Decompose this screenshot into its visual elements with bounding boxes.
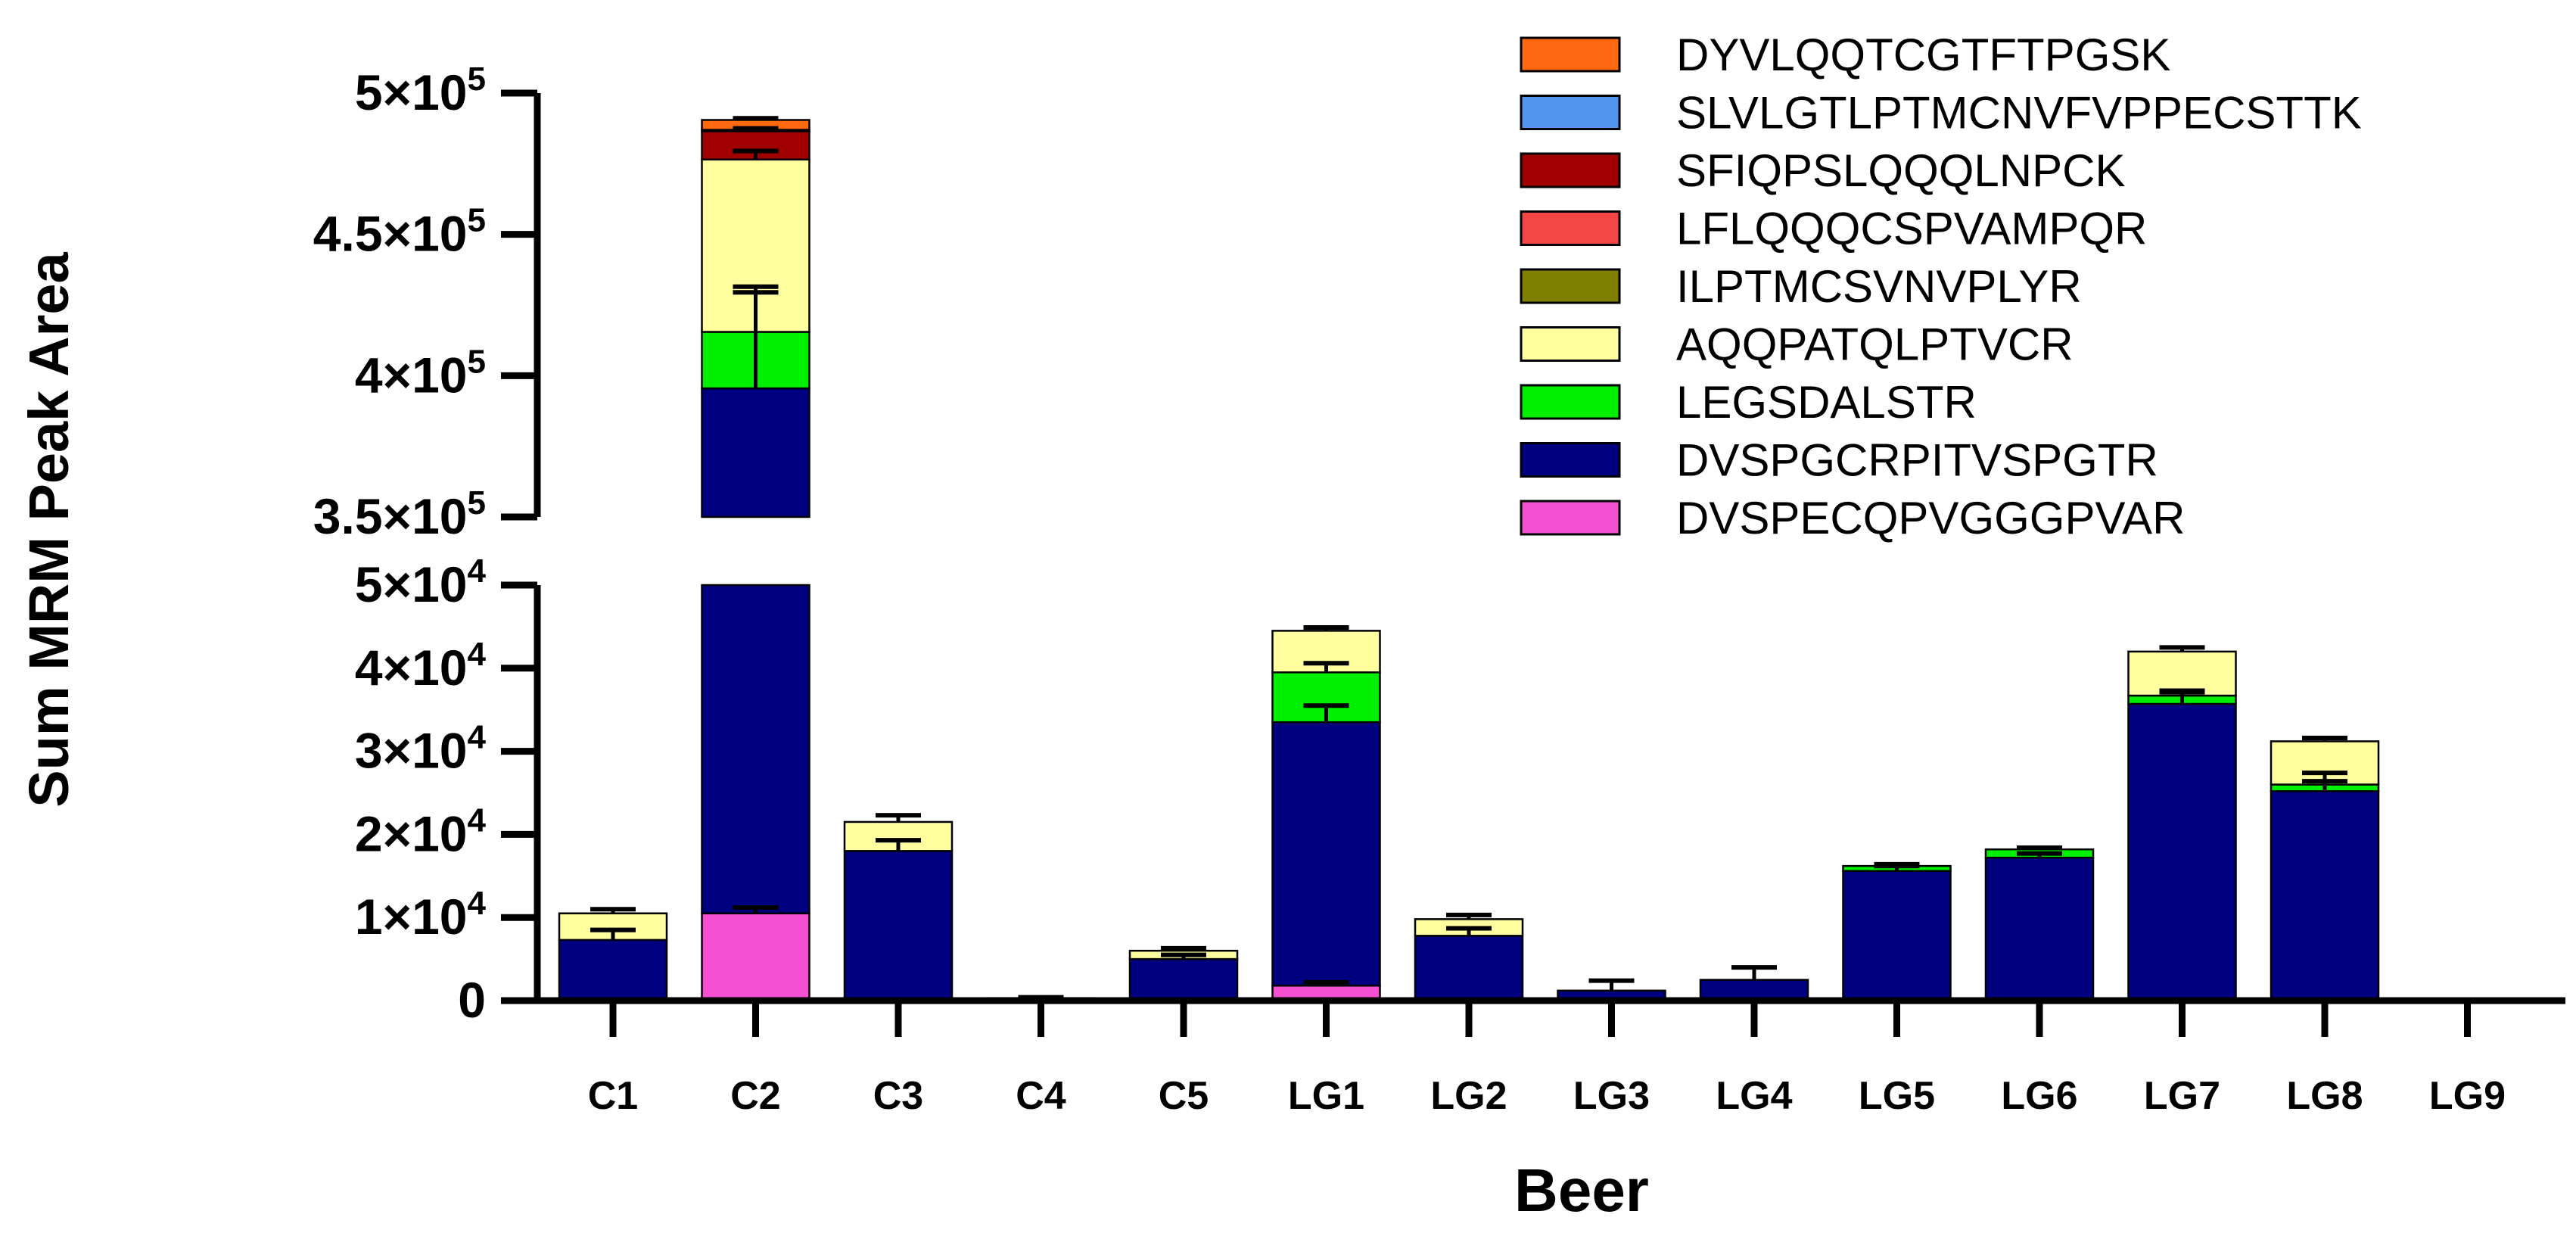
y-axis-title: Sum MRM Peak Area xyxy=(17,251,80,807)
x-tick-label-lg9: LG9 xyxy=(2429,1074,2506,1118)
y-tick-label-upper-400000: 4×105 xyxy=(355,343,486,403)
legend-swatch-aqqpatqlptvcr xyxy=(1520,326,1621,362)
x-tick-label-lg3: LG3 xyxy=(1573,1074,1650,1118)
x-tick-label-c4: C4 xyxy=(1016,1074,1066,1118)
legend-label-legsdalstr: LEGSDALSTR xyxy=(1676,377,1977,428)
legend-label-dvspgcrpitvspgtr: DVSPGCRPITVSPGTR xyxy=(1676,435,2158,486)
x-tick-label-c5: C5 xyxy=(1159,1074,1209,1118)
legend-swatch-dvspecqpvgggpvar xyxy=(1520,500,1621,536)
bar-lg7-dvspgcrpitvspgtr-lower xyxy=(2127,702,2237,1002)
bar-lg2-dvspgcrpitvspgtr-lower xyxy=(1414,935,1524,1002)
legend-swatch-dvspgcrpitvspgtr xyxy=(1520,442,1621,478)
x-tick-label-lg2: LG2 xyxy=(1430,1074,1507,1118)
bar-c3-dvspgcrpitvspgtr-lower xyxy=(843,850,954,1002)
legend-label-ilptmcsvnvplyr: ILPTMCSVNVPLYR xyxy=(1676,261,2082,312)
legend-label-dvspecqpvgggpvar: DVSPECQPVGGGPVAR xyxy=(1676,493,2185,543)
x-tick-label-c1: C1 xyxy=(588,1074,638,1118)
legend-swatch-dyvlqqtcgtftpgsk xyxy=(1520,36,1621,73)
legend-label-sfiqpslqqqlnpck: SFIQPSLQQQLNPCK xyxy=(1676,145,2126,196)
bar-c2-dvspgcrpitvspgtr-upper xyxy=(701,387,810,518)
x-tick-label-c2: C2 xyxy=(730,1074,780,1118)
legend-label-slvlgtlptmcnvfvppecsttk: SLVLGTLPTMCNVFVPPECSTTK xyxy=(1676,88,2362,139)
bar-lg1-dvspgcrpitvspgtr-lower xyxy=(1271,721,1381,987)
legend-swatch-slvlgtlptmcnvfvppecsttk xyxy=(1520,95,1621,130)
legend-swatch-ilptmcsvnvplyr xyxy=(1520,268,1621,304)
bar-lg6-dvspgcrpitvspgtr-lower xyxy=(1984,856,2095,1002)
x-tick-label-lg8: LG8 xyxy=(2286,1074,2363,1118)
legend-label-lflqqqcspvampqr: LFLQQQCSPVAMPQR xyxy=(1676,204,2147,254)
y-tick-label-lower-30000: 3×104 xyxy=(355,719,487,779)
x-tick-label-lg5: LG5 xyxy=(1859,1074,1935,1118)
y-tick-label-lower-20000: 2×104 xyxy=(355,802,487,861)
y-tick-label-upper-450000: 4.5×105 xyxy=(313,202,486,262)
y-tick-label-upper-500000: 5×105 xyxy=(355,61,486,120)
bar-lg4-dvspgcrpitvspgtr-lower xyxy=(1699,979,1809,1002)
x-tick-label-lg7: LG7 xyxy=(2144,1074,2220,1118)
y-tick-label-lower-50000: 5×104 xyxy=(355,553,487,612)
y-tick-label-upper-350000: 3.5×105 xyxy=(313,484,486,544)
bar-c5-dvspgcrpitvspgtr-lower xyxy=(1128,957,1239,1002)
x-tick-label-c3: C3 xyxy=(873,1074,923,1118)
y-tick-label-lower-40000: 4×104 xyxy=(355,636,487,696)
legend: DYVLQQTCGTFTPGSK SLVLGTLPTMCNVFVPPECSTTK S… xyxy=(1520,30,2362,543)
legend-swatch-sfiqpslqqqlnpck xyxy=(1520,152,1621,188)
y-tick-label-lower-0: 0 xyxy=(458,972,486,1028)
y-tick-label-lower-10000: 1×104 xyxy=(355,885,487,945)
legend-label-aqqpatqlptvcr: AQQPATQLPTVCR xyxy=(1676,319,2074,370)
x-axis-title: Beer xyxy=(1514,1157,1649,1224)
bar-c2-dvspecqpvgggpvar-lower xyxy=(701,912,810,1002)
legend-swatch-legsdalstr xyxy=(1520,384,1621,420)
tick-labels-layer: C1 C2 C3 C4 C5 LG1 LG2 LG3 LG4 LG5 LG6 LG7 LG8 LG9 0 1×… xyxy=(313,61,2506,1118)
x-tick-label-lg1: LG1 xyxy=(1288,1074,1364,1118)
legend-label-dyvlqqtcgtftpgsk: DYVLQQTCGTFTPGSK xyxy=(1676,30,2170,80)
axes-layer xyxy=(501,89,2565,1037)
legend-swatch-lflqqqcspvampqr xyxy=(1520,210,1621,246)
bar-lg8-dvspgcrpitvspgtr-lower xyxy=(2270,790,2380,1002)
bar-lg5-dvspgcrpitvspgtr-lower xyxy=(1842,870,1952,1002)
bar-c1-dvspgcrpitvspgtr-lower xyxy=(558,939,668,1002)
bar-c2-dvspgcrpitvspgtr-lower xyxy=(701,584,810,914)
x-tick-label-lg4: LG4 xyxy=(1716,1074,1792,1118)
x-tick-label-lg6: LG6 xyxy=(2001,1074,2077,1118)
